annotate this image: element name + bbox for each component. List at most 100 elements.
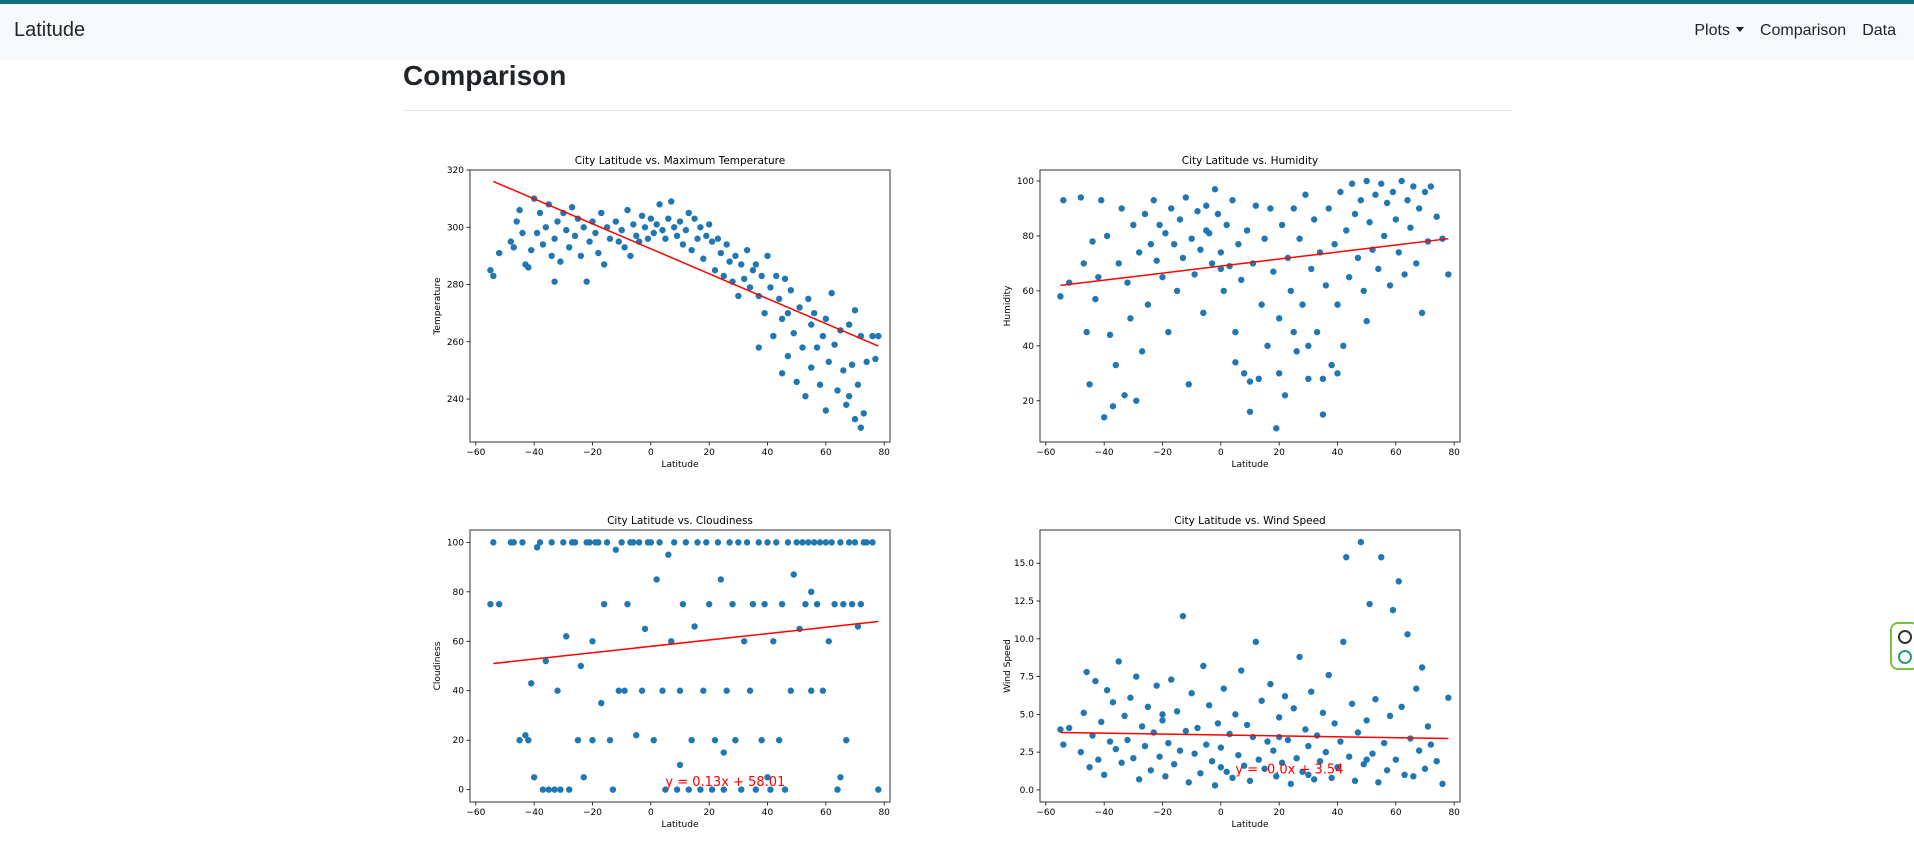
regression-equation: y = 0.13x + 58.01 (665, 775, 785, 790)
data-point (1235, 240, 1242, 248)
data-point (808, 321, 815, 328)
navbar-brand[interactable]: Latitude (14, 19, 86, 41)
data-point (1418, 309, 1426, 317)
data-point (510, 539, 517, 546)
data-point (1413, 260, 1420, 267)
data-point (1378, 180, 1385, 187)
data-point (1366, 219, 1373, 226)
data-point (808, 364, 815, 371)
data-point (1203, 202, 1210, 209)
data-point (1363, 177, 1370, 185)
data-point (1223, 768, 1230, 775)
data-point (650, 736, 657, 744)
y-tick-label: 10.0 (1014, 635, 1034, 645)
data-point (633, 232, 640, 240)
data-point (679, 600, 687, 608)
data-point (662, 235, 669, 242)
data-point (1238, 667, 1245, 674)
data-point (510, 244, 517, 251)
data-point (533, 544, 541, 551)
data-point (720, 786, 727, 793)
data-point (1089, 238, 1096, 245)
data-point (1057, 726, 1064, 733)
x-tick-label: −60 (466, 448, 485, 458)
data-point (1313, 732, 1321, 739)
data-point (694, 539, 701, 546)
data-point (834, 786, 841, 793)
data-point (714, 235, 722, 242)
nav-item-plots[interactable]: Plots (1694, 22, 1744, 40)
data-point (1439, 780, 1446, 788)
data-point (837, 774, 844, 781)
data-point (1395, 249, 1402, 256)
data-point (1211, 782, 1219, 789)
data-point (1410, 183, 1417, 190)
data-point (869, 332, 876, 340)
chart-cloudiness: City Latitude vs. Cloudiness −60 −40 −20 0 20… (430, 510, 910, 835)
extension-icon[interactable] (1898, 650, 1912, 664)
data-point (1357, 538, 1365, 546)
data-point (775, 295, 783, 303)
data-point (1296, 653, 1303, 661)
data-point (711, 736, 719, 744)
data-point (1427, 183, 1435, 190)
data-point (810, 539, 818, 546)
data-point (1258, 697, 1265, 704)
data-point (676, 687, 684, 694)
data-point (799, 344, 806, 351)
x-tick-label: 40 (1332, 808, 1344, 818)
nav-item-comparison[interactable]: Comparison (1759, 22, 1847, 39)
navbar-menu: Plots Comparison Data (1694, 22, 1896, 40)
data-point (1296, 235, 1303, 242)
caret-down-icon (1735, 27, 1744, 32)
data-point (1351, 210, 1359, 218)
close-icon[interactable] (1898, 630, 1912, 644)
data-point (1060, 197, 1067, 204)
x-axis-label: Latitude (1231, 820, 1269, 830)
data-point (1337, 738, 1344, 745)
data-point (1235, 751, 1242, 759)
data-point (1421, 188, 1429, 196)
chart-title: City Latitude vs. Cloudiness (607, 515, 753, 527)
data-point (1065, 724, 1073, 732)
y-tick-label: 240 (447, 395, 464, 405)
side-widget[interactable] (1890, 622, 1914, 670)
data-point (1098, 197, 1105, 204)
data-point (554, 218, 561, 225)
data-point (539, 786, 547, 793)
data-point (522, 732, 529, 739)
data-point (1147, 767, 1155, 774)
data-point (673, 786, 681, 793)
data-point (749, 600, 757, 608)
data-point (1191, 750, 1198, 757)
x-tick-label: 60 (1390, 808, 1402, 818)
data-point (1077, 194, 1085, 201)
data-point (525, 264, 532, 271)
data-point (703, 232, 710, 240)
nav-item-data[interactable]: Data (1862, 22, 1896, 39)
data-point (740, 638, 748, 645)
data-point (845, 392, 853, 400)
data-point (1275, 370, 1283, 377)
x-axis-label: Latitude (661, 820, 699, 830)
data-point (773, 272, 780, 280)
data-point (1395, 578, 1402, 585)
data-point (787, 687, 795, 694)
data-point (717, 249, 725, 257)
data-point (1246, 378, 1254, 385)
data-point (1255, 375, 1262, 383)
data-point (633, 732, 640, 739)
data-point (1188, 690, 1195, 697)
data-point (1252, 202, 1260, 209)
x-tick-label: 20 (1273, 808, 1285, 818)
data-point (1383, 767, 1391, 774)
data-point (583, 278, 590, 285)
data-point (1229, 197, 1236, 204)
y-axis-label: Cloudiness (433, 641, 443, 690)
data-point (1398, 703, 1405, 710)
data-point (1267, 680, 1274, 688)
data-point (560, 539, 567, 546)
x-tick-label: −20 (583, 448, 602, 458)
data-point (589, 638, 596, 645)
x-tick-label: −40 (1095, 448, 1114, 458)
